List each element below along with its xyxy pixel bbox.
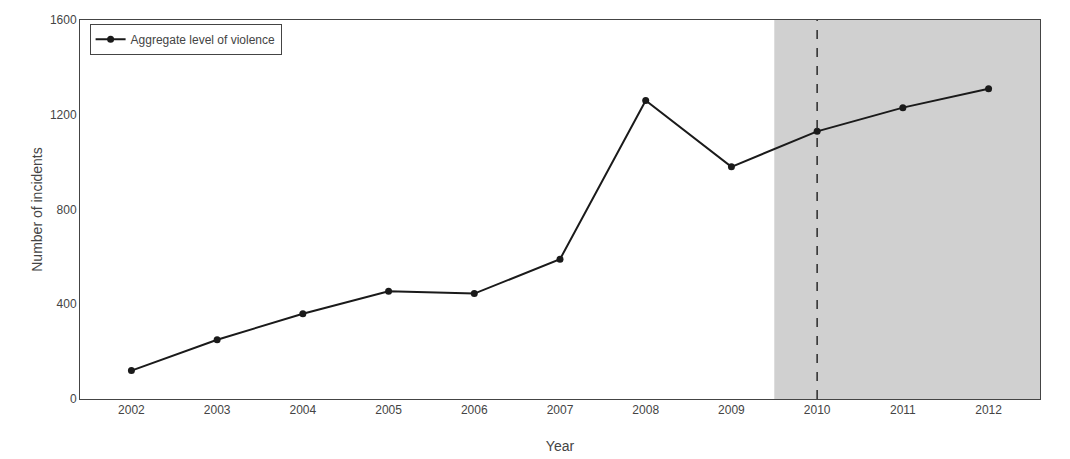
svg-text:800: 800 — [57, 203, 77, 217]
svg-text:2003: 2003 — [204, 403, 231, 417]
svg-text:2004: 2004 — [290, 403, 317, 417]
svg-text:0: 0 — [70, 392, 77, 406]
svg-text:2009: 2009 — [718, 403, 745, 417]
svg-text:1200: 1200 — [50, 108, 77, 122]
svg-text:Number of incidents: Number of incidents — [29, 147, 45, 272]
svg-text:Aggregate level of violence: Aggregate level of violence — [131, 33, 275, 47]
svg-text:400: 400 — [57, 297, 77, 311]
svg-text:2011: 2011 — [890, 403, 916, 417]
svg-text:2002: 2002 — [118, 403, 145, 417]
svg-text:2010: 2010 — [804, 403, 831, 417]
svg-text:2008: 2008 — [632, 403, 659, 417]
svg-text:2007: 2007 — [547, 403, 574, 417]
svg-text:1600: 1600 — [50, 13, 77, 27]
svg-text:2006: 2006 — [461, 403, 488, 417]
svg-text:2012: 2012 — [975, 403, 1002, 417]
svg-text:Year: Year — [546, 438, 575, 454]
svg-text:2005: 2005 — [375, 403, 402, 417]
